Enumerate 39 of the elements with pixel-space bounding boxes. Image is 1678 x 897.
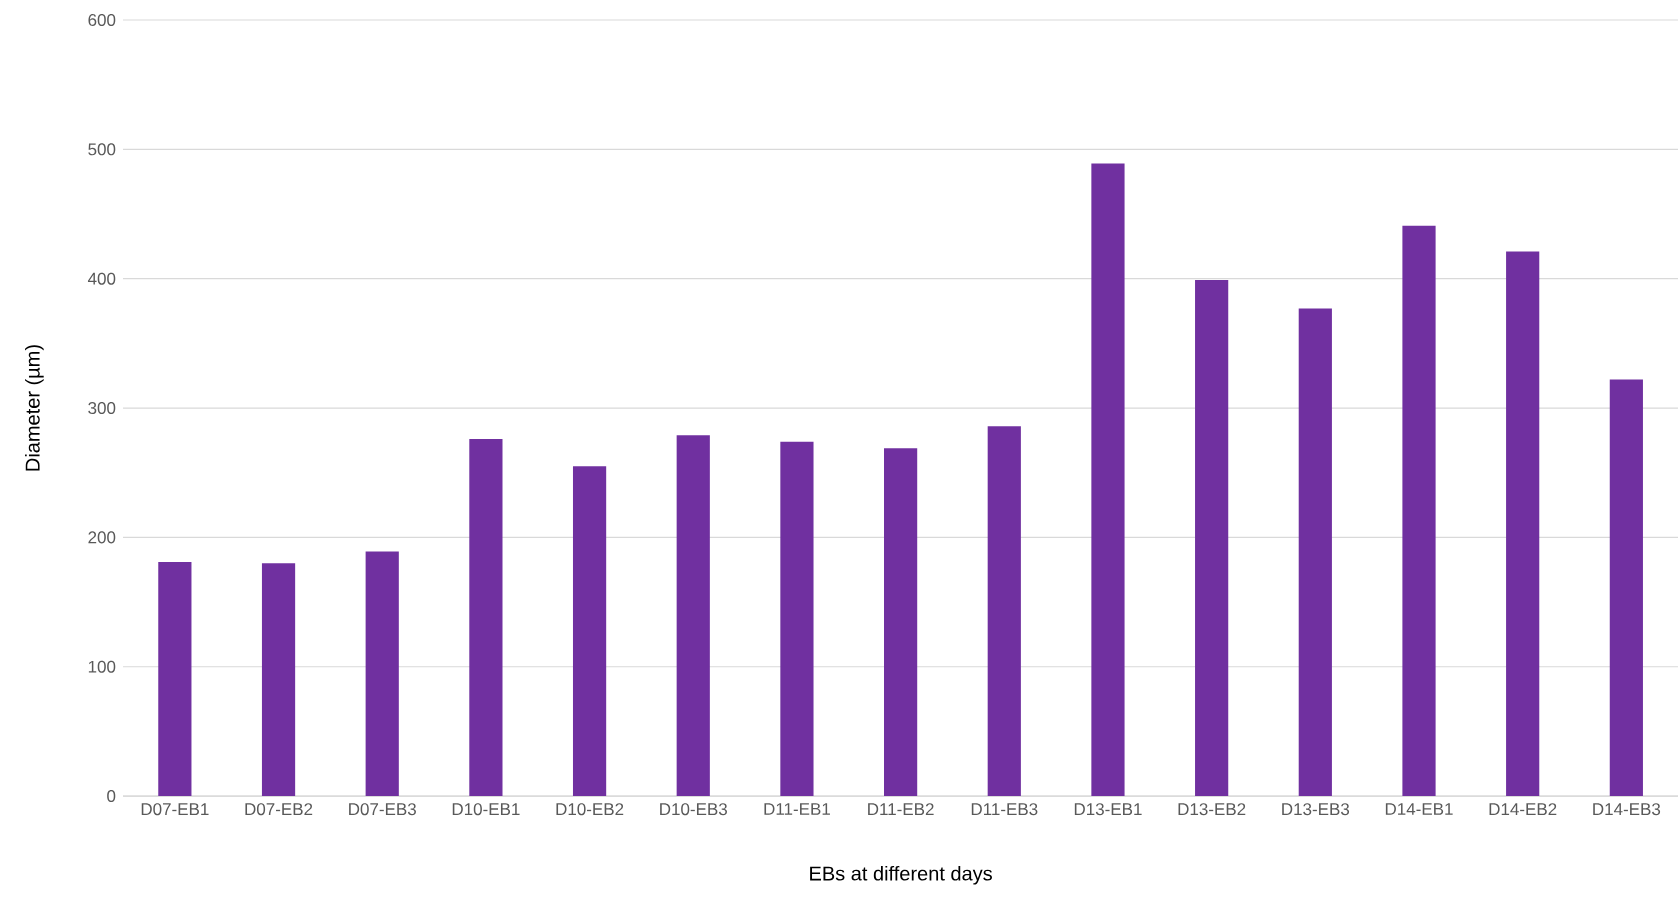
x-tick-label: D13-EB1 (1074, 803, 1142, 816)
x-tick-label: D13-EB2 (1178, 803, 1246, 816)
x-tick-label: D14-EB2 (1489, 803, 1557, 815)
bar (1298, 308, 1332, 797)
x-tick-label: D10-EB3 (660, 803, 727, 816)
bar (1402, 225, 1436, 797)
x-tick-label: D11-EB1 (764, 803, 830, 815)
bar (365, 551, 399, 797)
bar (261, 563, 296, 797)
x-tick-label: D10-EB2 (556, 803, 624, 816)
bar (780, 441, 814, 797)
y-tick-label: 500 (88, 143, 116, 156)
y-tick-label: 300 (88, 402, 116, 415)
x-tick-label: D11-EB3 (971, 803, 1038, 816)
bar (572, 466, 607, 797)
x-tick-label: D10-EB1 (452, 803, 520, 816)
bar (469, 439, 503, 797)
x-tick-label: D07-EB3 (349, 803, 416, 816)
bar (987, 426, 1021, 797)
x-tick-label: D07-EB1 (141, 803, 209, 816)
bar (1195, 279, 1229, 797)
x-tick-label: D07-EB2 (245, 803, 313, 816)
y-tick-label: 100 (88, 660, 116, 673)
bar (1506, 251, 1540, 797)
bar (1609, 379, 1643, 797)
y-tick-label: 400 (87, 272, 116, 285)
bar (676, 435, 710, 797)
x-tick-label: D11-EB2 (868, 803, 934, 815)
bar (158, 561, 192, 797)
y-tick-label: 0 (107, 790, 116, 803)
x-axis-title: EBs at different days (810, 865, 992, 885)
y-axis-title: Diameter (µm) (25, 345, 44, 471)
x-tick-label: D13-EB3 (1282, 803, 1350, 816)
bar (884, 448, 918, 797)
x-tick-label: D14-EB1 (1385, 803, 1453, 815)
y-tick-label: 600 (88, 13, 116, 26)
bar (1091, 163, 1125, 797)
y-tick-label: 200 (88, 531, 116, 544)
x-tick-label: D14-EB3 (1593, 803, 1661, 816)
